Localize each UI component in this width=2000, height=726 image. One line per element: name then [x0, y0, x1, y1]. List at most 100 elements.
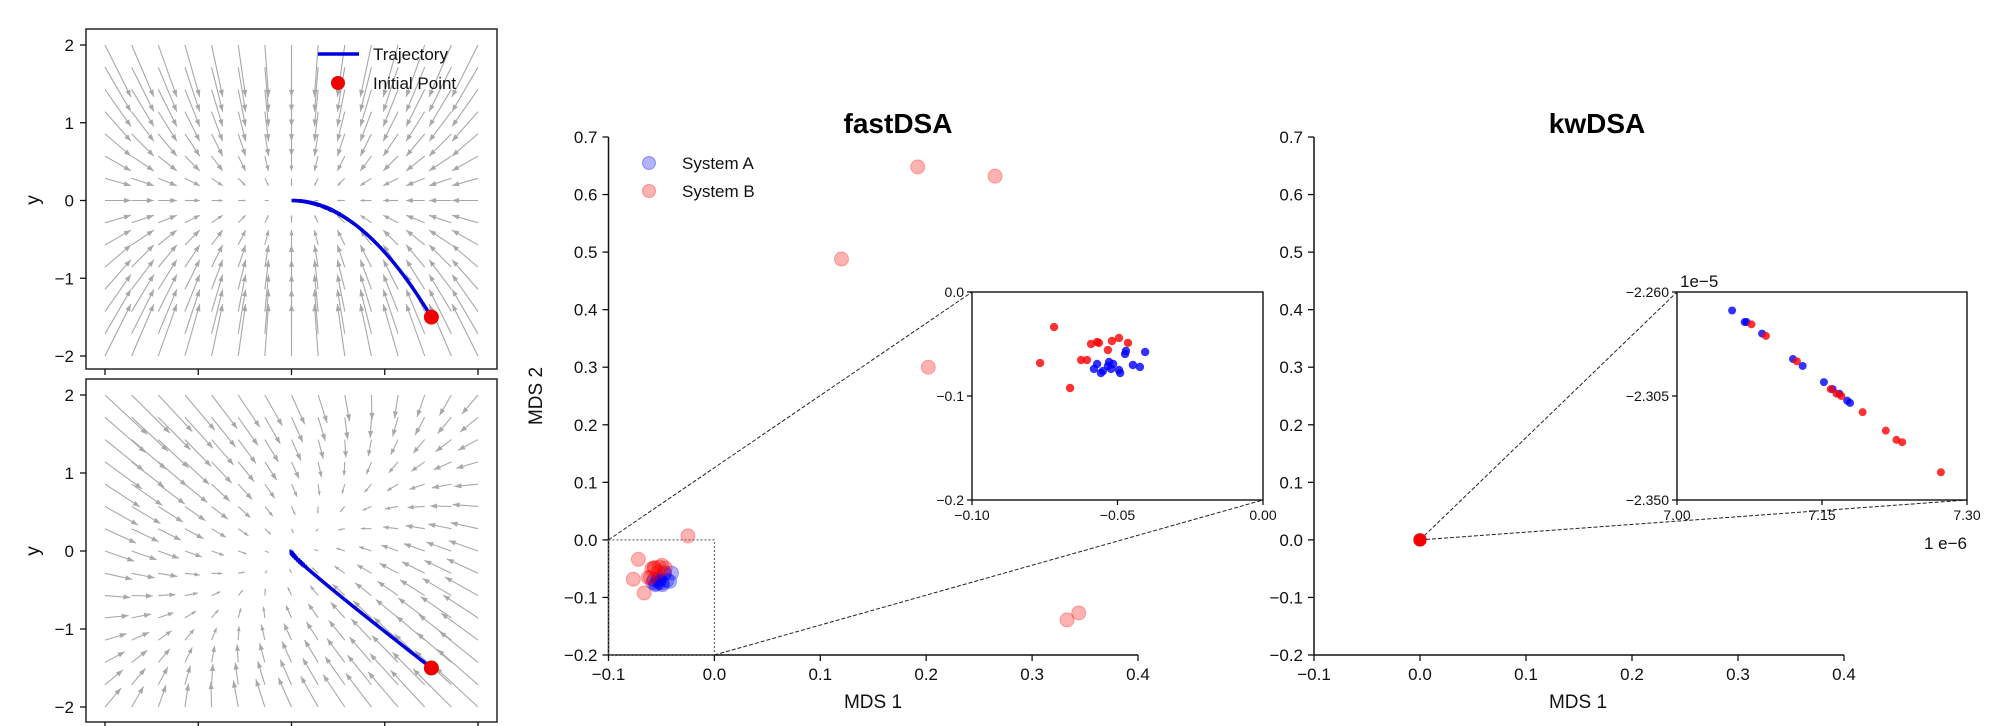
quiver-arrow-shaft — [451, 66, 479, 112]
quiver-arrow-shaft — [131, 394, 171, 434]
quiver-arrow-head — [351, 619, 359, 626]
quiver-arrow-shaft — [382, 289, 399, 334]
system-b-point — [1413, 533, 1427, 547]
inset-system-a-point — [1140, 347, 1150, 357]
quiver-arrow-head — [125, 89, 131, 97]
quiver-arrow-head — [216, 591, 221, 595]
x-axis-ticks — [104, 369, 479, 375]
quiver-arrow — [237, 394, 261, 428]
quiver-arrow-head — [148, 104, 154, 112]
system-a-point — [648, 576, 664, 592]
system-b-point — [654, 557, 670, 573]
quiver-arrow — [184, 528, 204, 540]
quiver-arrow-shaft — [104, 303, 132, 357]
quiver-arrow — [403, 543, 425, 552]
quiver-arrow-head — [388, 467, 394, 473]
quiver-arrow-head — [141, 632, 150, 638]
quiver-arrow — [405, 44, 426, 98]
inset-system-b-point — [1898, 438, 1907, 447]
quiver-arrow-head — [406, 149, 413, 157]
quiver-arrow-head — [148, 119, 154, 127]
quiver-arrow — [422, 577, 452, 597]
quiver-arrow — [104, 613, 129, 619]
quiver-arrow-head — [232, 680, 238, 689]
quiver-arrow-head — [114, 687, 122, 695]
inset-system-a-point — [1846, 398, 1855, 407]
quiver-arrow-shaft — [428, 289, 452, 335]
quiver-arrow — [451, 229, 479, 246]
quiver-arrow-shaft — [157, 303, 178, 357]
quiver-arrow-head — [208, 423, 215, 431]
quiver-arrow-head — [268, 531, 271, 535]
quiver-arrow-head — [243, 531, 249, 536]
quiver-arrow-shaft — [264, 289, 270, 334]
quiver-arrow — [157, 274, 178, 312]
x-tick-label: 0.4 — [1832, 665, 1856, 684]
quiver-arrow — [290, 215, 293, 223]
quiver-arrow-head — [406, 197, 413, 204]
quiver-arrow-head — [406, 215, 414, 221]
quiver-arrow-head — [171, 119, 177, 127]
quiver-arrow — [407, 504, 425, 510]
inset-y-tick-label: −2.350 — [1626, 492, 1669, 508]
quiver-arrow-head — [323, 674, 330, 683]
quiver-arrow-head — [151, 536, 159, 542]
x-axis-ticks — [104, 722, 479, 726]
quiver-arrow — [184, 416, 214, 449]
quiver-arrow — [104, 483, 141, 508]
inset-system-b-point — [1107, 336, 1117, 346]
quiver-arrow-head — [289, 165, 294, 171]
quiver-arrow — [211, 229, 224, 246]
quiver-arrow-head — [220, 512, 228, 520]
quiver-arrow — [313, 244, 319, 268]
quiver-arrow-shaft — [428, 44, 452, 98]
quiver-arrow-head — [196, 533, 204, 539]
quiver-arrow-shaft — [313, 67, 319, 112]
quiver-arrow — [211, 244, 224, 268]
y-axis-label: y — [23, 195, 44, 205]
quiver-arrow — [237, 506, 251, 519]
quiver-arrow — [237, 608, 242, 619]
quiver-arrow-shaft — [336, 289, 346, 334]
quiver-arrow-head — [214, 609, 219, 614]
y-tick-label: −2 — [55, 698, 74, 717]
quiver-arrow — [131, 214, 155, 224]
quiver-arrow-head — [288, 134, 295, 142]
system-b-point — [910, 159, 926, 175]
quiver-arrow-head — [236, 626, 241, 632]
quiver-arrow — [104, 259, 132, 290]
quiver-arrow — [375, 599, 399, 619]
quiver-arrow-shaft — [412, 668, 452, 708]
system-a-point — [662, 573, 678, 589]
quiver-arrow — [264, 215, 270, 223]
quiver-arrow-head — [452, 230, 460, 236]
quiver-arrow-head — [184, 683, 191, 691]
quiver-arrow — [405, 524, 425, 530]
quiver-arrow-head — [299, 416, 305, 425]
system-a-point — [1413, 533, 1427, 547]
quiver-arrow — [347, 654, 372, 686]
quiver-arrow-head — [340, 509, 343, 512]
quiver-arrow — [451, 289, 479, 335]
quiver-arrow — [312, 89, 319, 127]
system-b-point — [1413, 533, 1427, 547]
quiver-arrow-head — [396, 616, 404, 623]
quiver-arrow-head — [169, 230, 177, 237]
quiver-arrow-head — [313, 244, 319, 253]
quiver-arrow-head — [429, 164, 437, 171]
quiver-arrow — [312, 304, 319, 357]
quiver-arrow-head — [429, 134, 436, 142]
quiver-arrow-head — [216, 164, 223, 171]
quiver-arrow-head — [241, 215, 246, 219]
quiver-arrow-head — [274, 436, 281, 444]
quiver-arrow-head — [272, 454, 279, 462]
system-a-point — [651, 574, 667, 590]
quiver-arrow — [131, 649, 148, 663]
quiver-arrow-head — [217, 244, 223, 253]
y-tick-label: −2 — [55, 347, 74, 366]
quiver-arrow-head — [193, 592, 198, 596]
inset-system-b-point — [1881, 426, 1890, 435]
quiver-arrow-head — [364, 488, 369, 493]
quiver-arrow-head — [219, 532, 227, 538]
quiver-arrow-head — [146, 230, 154, 237]
